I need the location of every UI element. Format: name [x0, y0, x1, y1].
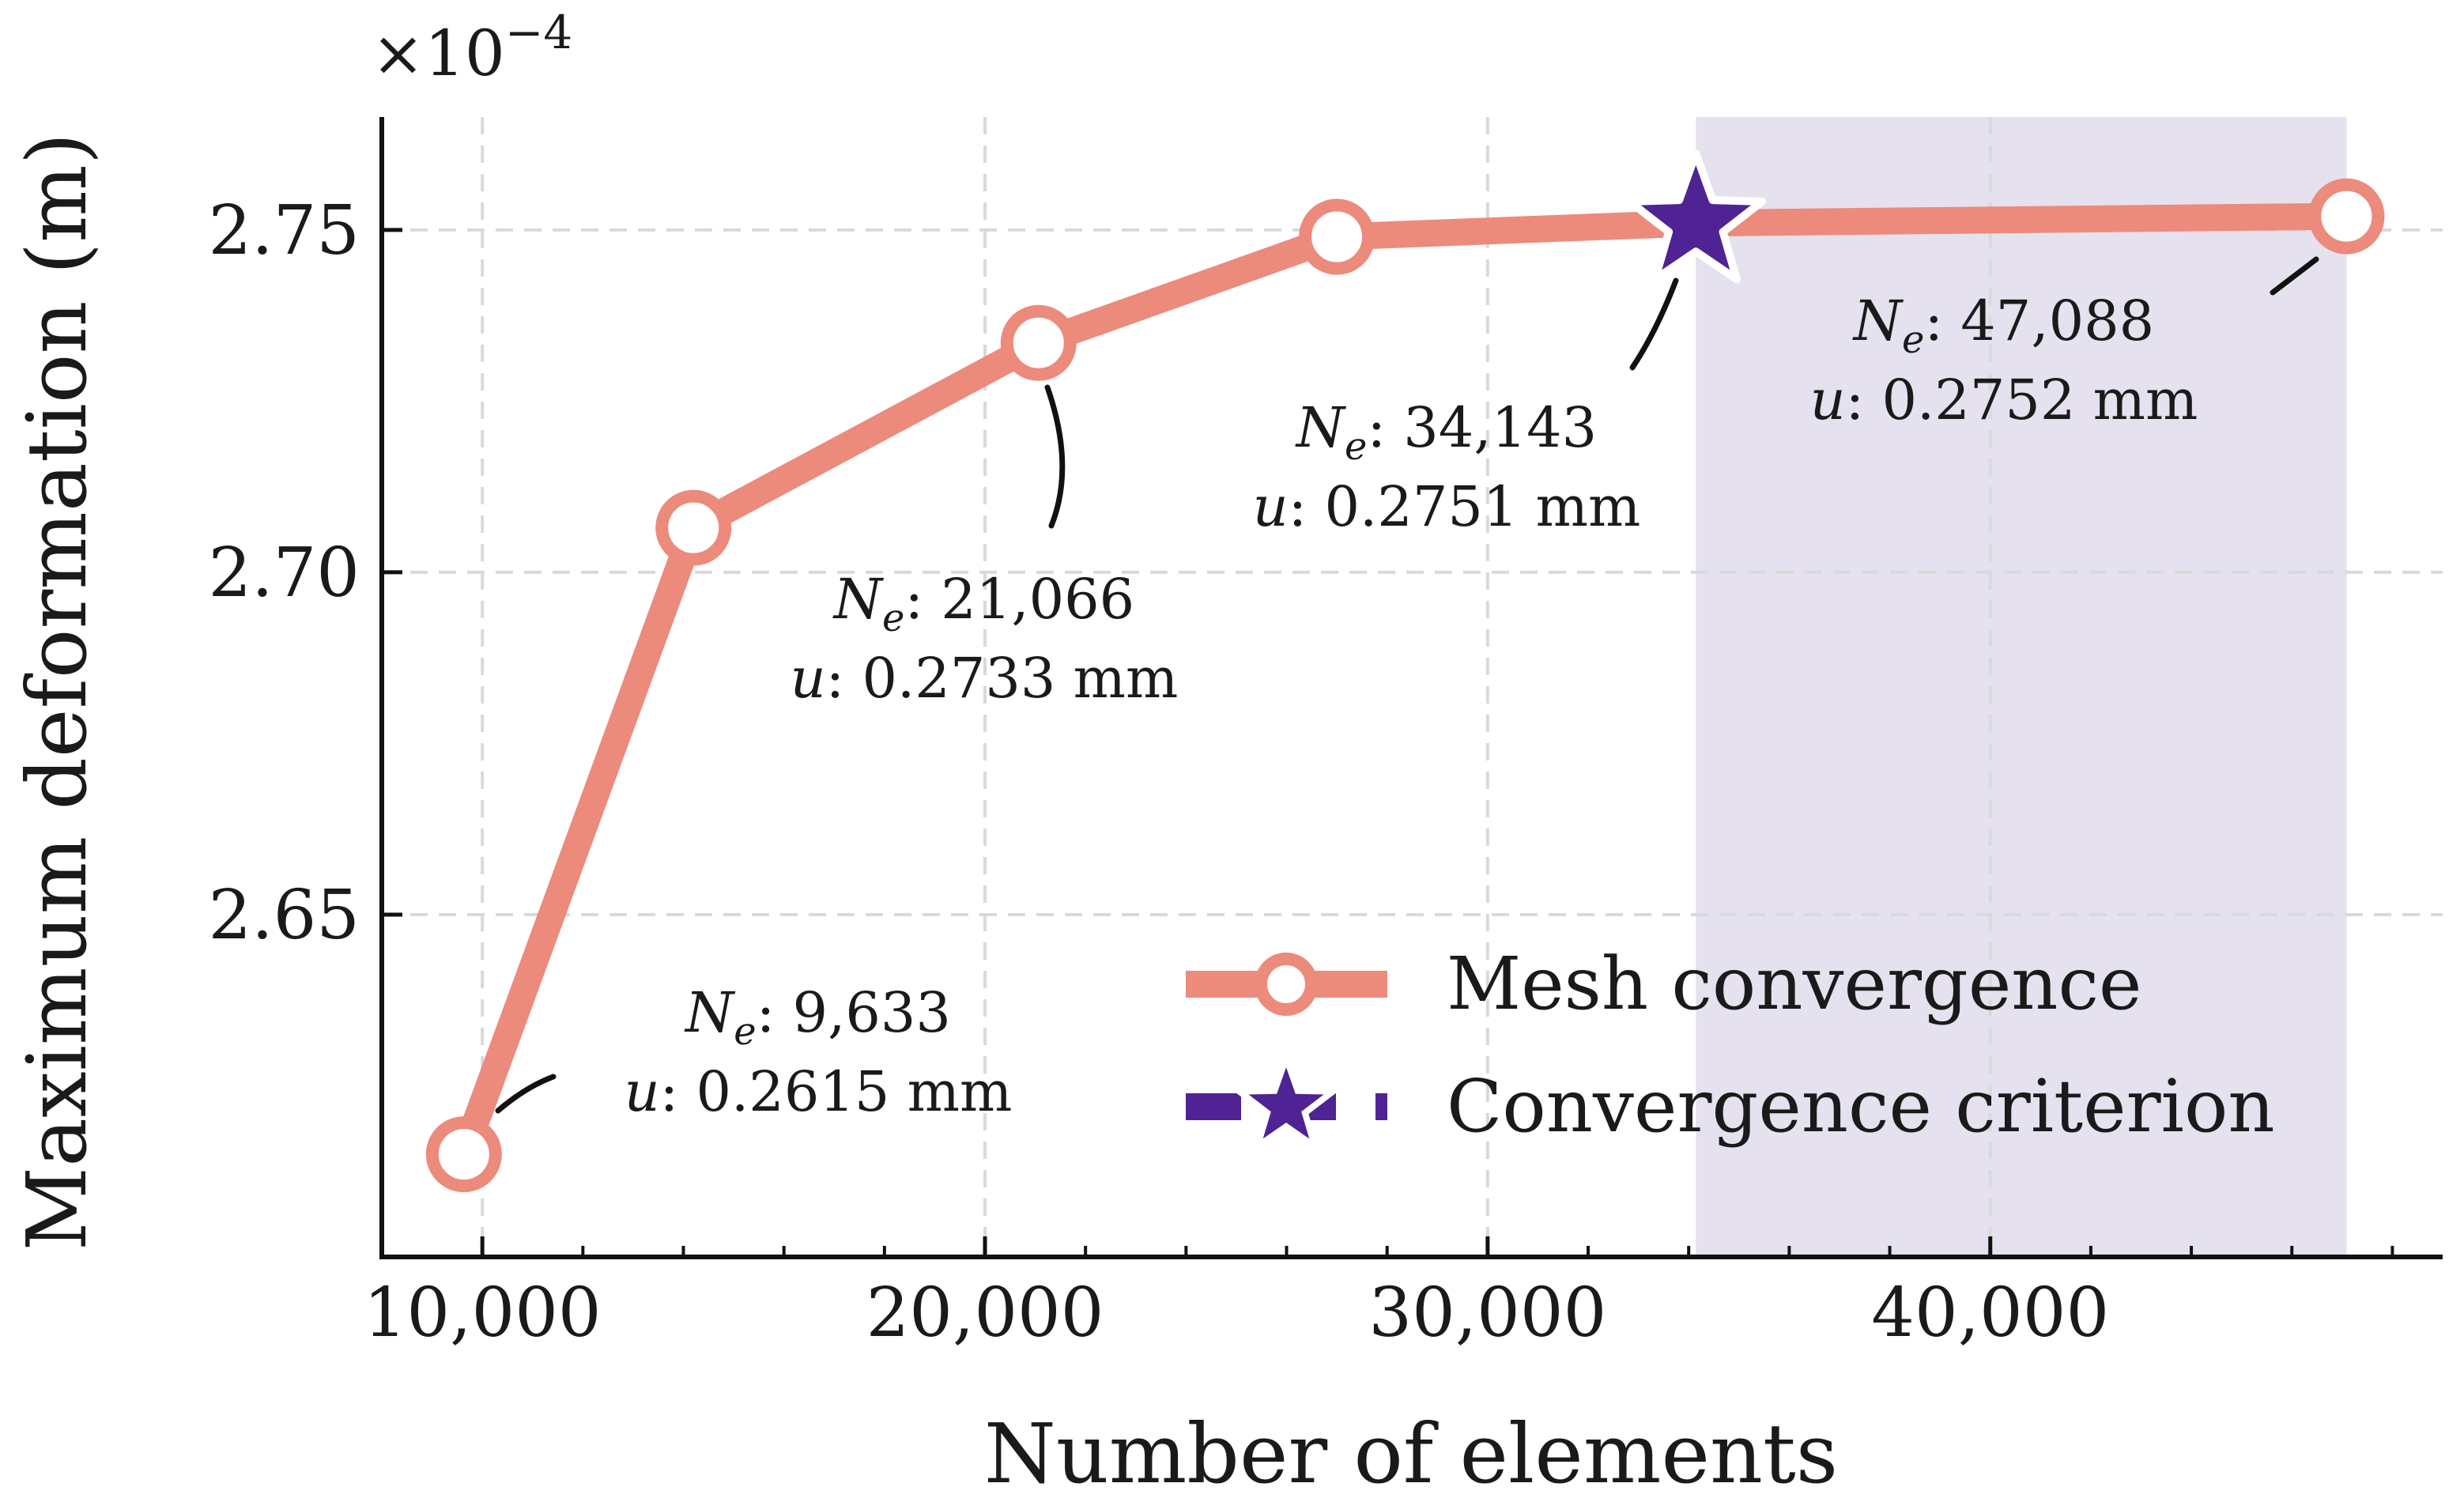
annotation-u-value: : 0.2733 mm	[826, 646, 1179, 711]
mesh-convergence-line	[450, 202, 2360, 1168]
annotation-leader	[2270, 256, 2319, 296]
y-axis-multiplier-base: ×10	[372, 17, 505, 90]
x-tick-label: 10,000	[364, 1274, 602, 1353]
annotation-u-symbol: u	[624, 1059, 660, 1124]
y-axis-title: Maximum deformation (m)	[9, 133, 105, 1251]
legend-marker-star	[1230, 1047, 1342, 1154]
convergence-shaded-region	[1696, 117, 2347, 1257]
annotation-ne-symbol: N	[1852, 289, 1904, 353]
legend-marker-circle	[1255, 953, 1318, 1016]
x-tick-label: 30,000	[1368, 1274, 1606, 1353]
annotation-deformation: u: 0.2615 mm	[624, 1059, 1013, 1124]
annotation-ne-subscript: e	[882, 596, 904, 640]
annotation-u-value: : 0.2752 mm	[1846, 368, 2198, 432]
x-tick-label: 20,000	[866, 1274, 1104, 1353]
y-tick-label: 2.65	[209, 876, 360, 955]
annotation-element-count: Ne: 9,633	[684, 980, 951, 1054]
annotation-element-count: Ne: 47,088	[1852, 289, 2154, 362]
legend: Mesh convergence Convergence criterion	[1186, 942, 2275, 1154]
annotation-u-symbol: u	[1810, 368, 1846, 432]
data-point-marker	[1000, 304, 1077, 381]
annotation-element-count: Ne: 34,143	[1295, 395, 1597, 469]
annotation-leader	[1044, 384, 1066, 529]
annotation-ne-subscript: e	[1345, 425, 1367, 469]
annotation-ne-symbol: N	[832, 567, 885, 632]
annotation-ne-value: : 47,088	[1924, 289, 2154, 353]
annotation-leader	[495, 1074, 557, 1114]
y-tick-label: 2.75	[209, 191, 360, 270]
annotation-u-value: : 0.2751 mm	[1289, 474, 1641, 539]
annotation-ne-subscript: e	[1902, 318, 1924, 362]
annotation-element-count: Ne: 21,066	[832, 567, 1134, 640]
annotation-ne-subscript: e	[734, 1010, 756, 1054]
annotation-ne-symbol: N	[1295, 395, 1347, 460]
annotation-ne-value: : 9,633	[757, 980, 951, 1045]
y-tick-label: 2.70	[209, 534, 360, 613]
annotation-ne-symbol: N	[684, 980, 736, 1045]
legend-label-mesh-convergence: Mesh convergence	[1447, 942, 2141, 1026]
data-point-marker	[425, 1116, 502, 1193]
y-axis-multiplier: ×10−4	[372, 6, 572, 90]
convergence-criterion-star	[1625, 149, 1766, 284]
annotation-deformation: u: 0.2752 mm	[1810, 368, 2198, 432]
legend-label-convergence-criterion: Convergence criterion	[1447, 1064, 2275, 1149]
annotation-ne-value: : 21,066	[904, 567, 1134, 632]
annotation-deformation: u: 0.2733 mm	[791, 646, 1179, 711]
data-point-marker	[655, 489, 732, 566]
data-point-marker	[1299, 198, 1375, 275]
annotation-deformation: u: 0.2751 mm	[1253, 474, 1641, 539]
annotation-ne-value: : 34,143	[1367, 395, 1597, 460]
annotation-leader	[1629, 277, 1679, 371]
x-axis-title: Number of elements	[984, 1406, 1838, 1502]
annotation-u-value: : 0.2615 mm	[660, 1059, 1013, 1124]
x-tick-label: 40,000	[1871, 1274, 2109, 1353]
annotation-u-symbol: u	[791, 646, 826, 711]
y-axis-multiplier-exponent: −4	[505, 6, 573, 59]
annotation-u-symbol: u	[1253, 474, 1289, 539]
data-point-marker	[2308, 178, 2385, 255]
